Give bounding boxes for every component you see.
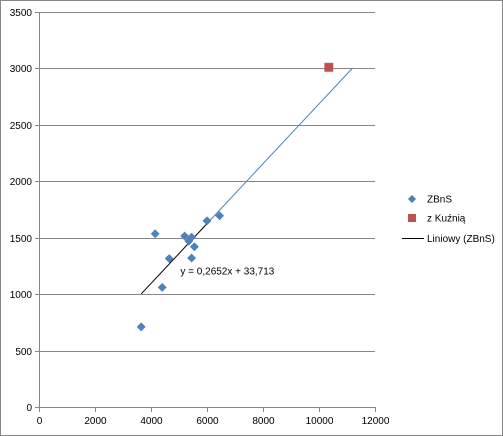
data-point-zbns (157, 282, 167, 292)
trendline-linear-zbns (140, 221, 209, 295)
data-point-zbns (136, 322, 146, 332)
annotations: y = 0,2652x + 33,713 (180, 266, 274, 277)
trendlines (140, 67, 353, 295)
legend-marker-zbns (407, 194, 417, 204)
x-tick-label: 12000 (362, 416, 390, 427)
legend: ZBnS z Kuźnią Liniowy (ZBnS) (402, 194, 495, 245)
data-point-zbns (189, 242, 199, 252)
gridlines (39, 12, 375, 352)
legend-label-zbns: ZBnS (427, 195, 452, 206)
x-tick-label: 2000 (84, 416, 107, 427)
x-tick-label: 10000 (306, 416, 334, 427)
data-point-zbns (187, 232, 197, 242)
y-tick-label: 1000 (10, 290, 33, 301)
legend-marker-z-kuznia (407, 213, 417, 223)
x-tick-label: 8000 (252, 416, 275, 427)
trendline-extension (208, 67, 353, 223)
legend-label-z-kuznia: z Kuźnią (427, 214, 466, 225)
y-tick-label: 0 (26, 403, 32, 414)
x-tick-label: 4000 (140, 416, 163, 427)
y-tick-label: 3500 (10, 8, 33, 19)
x-tick-label: 0 (37, 416, 43, 427)
trendline-equation-label: y = 0,2652x + 33,713 (180, 266, 274, 277)
tick-labels: 0 500 1000 1500 2000 2500 3000 3500 0 2000 4000 600… (10, 8, 390, 427)
data-point-zbns (180, 231, 190, 241)
legend-label-trendline: Liniowy (ZBnS) (427, 234, 495, 245)
data-points (136, 62, 334, 332)
x-tick-label: 6000 (196, 416, 219, 427)
y-tick-label: 2500 (10, 121, 33, 132)
y-tick-label: 3000 (10, 64, 33, 75)
data-point-zbns (164, 254, 174, 264)
data-point-z-kuznia (324, 62, 334, 72)
y-tick-label: 1500 (10, 234, 33, 245)
data-point-zbns (150, 229, 160, 239)
data-point-zbns (187, 253, 197, 263)
data-point-zbns (215, 211, 225, 221)
y-tick-label: 2000 (10, 177, 33, 188)
axes (35, 12, 376, 412)
data-point-zbns (202, 216, 212, 226)
y-tick-label: 500 (15, 347, 32, 358)
